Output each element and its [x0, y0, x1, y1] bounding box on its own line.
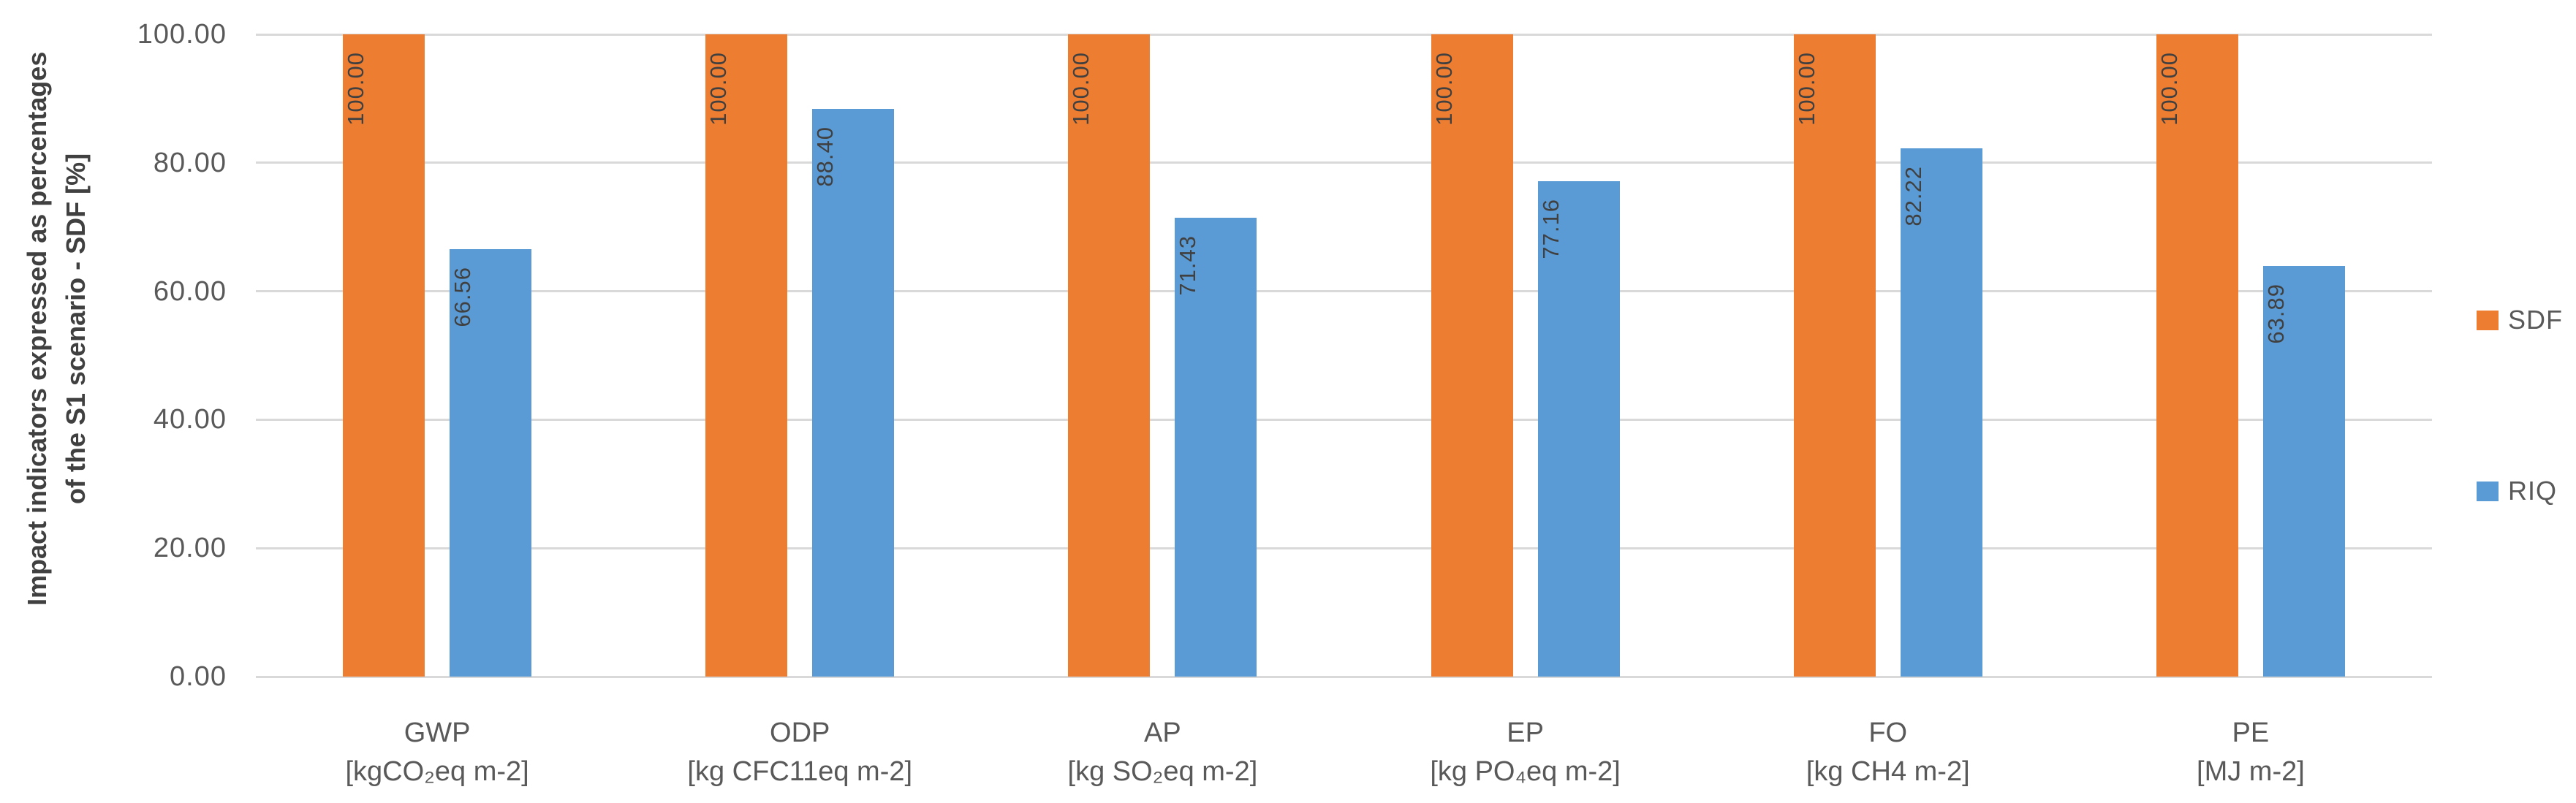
bar-sdf-gwp: 100.00: [343, 34, 425, 677]
category-unit: [kg CFC11eq m-2]: [687, 756, 913, 787]
category-unit: [kg PO₄eq m-2]: [1430, 756, 1621, 787]
category-name: EP: [1507, 718, 1544, 748]
bar-value-label: 100.00: [343, 52, 369, 126]
bar-value-label: 100.00: [1431, 52, 1457, 126]
legend-item-sdf: SDF: [2477, 304, 2563, 336]
category-label-ep: EP [kg PO₄eq m-2]: [1344, 714, 1707, 791]
bar-riq-pe: 63.89: [2262, 266, 2345, 677]
bar-sdf-pe: 100.00: [2156, 34, 2238, 677]
bar-group-fo: 100.00 82.22: [1707, 34, 2069, 677]
bar-sdf-ep: 100.00: [1431, 34, 1513, 677]
gridline: [256, 290, 2432, 293]
category-name: FO: [1868, 718, 1908, 748]
bar-sdf-fo: 100.00: [1793, 34, 1876, 677]
bar-value-label: 63.89: [2262, 283, 2289, 344]
legend: SDF RIQ: [2477, 0, 2576, 803]
legend-item-riq: RIQ: [2477, 475, 2557, 507]
gridline: [256, 675, 2432, 678]
category-label-odp: ODP [kg CFC11eq m-2]: [618, 714, 981, 791]
category-name: PE: [2232, 718, 2270, 748]
bar-value-label: 66.56: [450, 266, 476, 327]
y-tick-label: 100.00: [137, 19, 227, 50]
category-label-ap: AP [kg SO₂eq m-2]: [981, 714, 1344, 791]
bar-value-label: 82.22: [1900, 166, 1926, 227]
gridline: [256, 161, 2432, 164]
bar-riq-odp: 88.40: [812, 108, 895, 677]
y-tick-label: 80.00: [153, 147, 227, 178]
bar-value-label: 71.43: [1175, 235, 1201, 296]
legend-label-riq: RIQ: [2508, 476, 2558, 506]
bar-value-label: 100.00: [1793, 52, 1819, 126]
bar-sdf-odp: 100.00: [705, 34, 788, 677]
bar-value-label: 100.00: [2156, 52, 2182, 126]
bar-value-label: 100.00: [1068, 52, 1094, 126]
category-name: AP: [1144, 718, 1181, 748]
bar-riq-gwp: 66.56: [450, 248, 532, 677]
y-tick-label: 20.00: [153, 533, 227, 564]
category-label-gwp: GWP [kgCO₂eq m-2]: [256, 714, 618, 791]
legend-label-sdf: SDF: [2508, 305, 2563, 335]
category-name: GWP: [404, 718, 471, 748]
bar-value-label: 100.00: [705, 52, 732, 126]
category-label-fo: FO [kg CH4 m-2]: [1707, 714, 2069, 791]
bar-group-ep: 100.00 77.16: [1344, 34, 1707, 677]
bar-riq-ap: 71.43: [1175, 218, 1257, 677]
legend-swatch-riq: [2477, 481, 2499, 501]
category-unit: [MJ m-2]: [2197, 756, 2305, 787]
bar-riq-fo: 82.22: [1900, 148, 1982, 677]
bar-riq-ep: 77.16: [1537, 180, 1620, 677]
gridline: [256, 547, 2432, 549]
gridline: [256, 418, 2432, 421]
bar-group-odp: 100.00 88.40: [618, 34, 981, 677]
bar-value-label: 77.16: [1537, 198, 1564, 259]
bar-group-pe: 100.00 63.89: [2069, 34, 2432, 677]
y-tick-label: 60.00: [153, 275, 227, 307]
category-unit: [kg SO₂eq m-2]: [1067, 756, 1258, 787]
bar-sdf-ap: 100.00: [1068, 34, 1151, 677]
category-label-pe: PE [MJ m-2]: [2069, 714, 2432, 791]
y-tick-label: 0.00: [170, 661, 227, 692]
category-unit: [kgCO₂eq m-2]: [345, 756, 529, 787]
y-tick-label: 40.00: [153, 404, 227, 435]
category-unit: [kg CH4 m-2]: [1806, 756, 1970, 787]
legend-swatch-sdf: [2477, 310, 2499, 330]
bar-group-ap: 100.00 71.43: [981, 34, 1344, 677]
category-name: ODP: [770, 718, 830, 748]
bar-value-label: 88.40: [812, 126, 838, 187]
bar-group-gwp: 100.00 66.56: [256, 34, 618, 677]
gridline: [256, 33, 2432, 36]
